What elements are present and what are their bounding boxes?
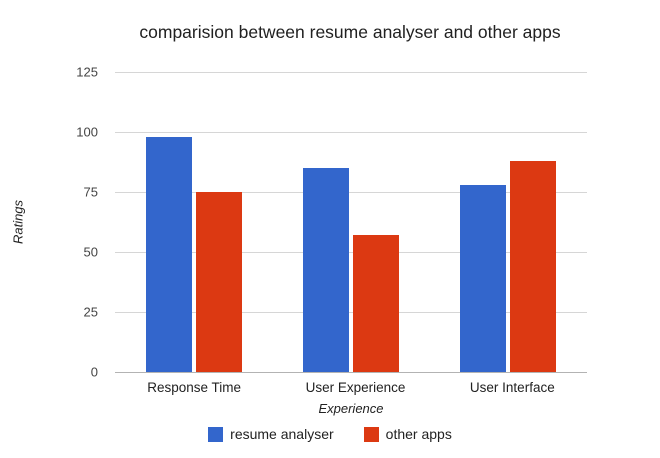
legend-item-resume-analyser: resume analyser bbox=[208, 426, 334, 442]
gridline bbox=[115, 252, 587, 253]
bar-other-apps bbox=[510, 160, 557, 372]
bar-group bbox=[302, 72, 399, 372]
gridlines bbox=[115, 72, 587, 373]
bar-other-apps bbox=[352, 235, 399, 372]
y-tick-label: 100 bbox=[76, 124, 98, 140]
bar-other-apps bbox=[195, 192, 242, 372]
y-tick-label: 50 bbox=[83, 244, 98, 260]
category-label: User Experience bbox=[305, 380, 406, 395]
legend: resume analyser other apps bbox=[0, 426, 660, 442]
y-axis-tick-labels: 0 25 50 75 100 125 bbox=[0, 65, 106, 380]
bar-group bbox=[460, 72, 557, 372]
legend-label-other-apps: other apps bbox=[385, 426, 452, 442]
bar-resume-analyser bbox=[145, 136, 192, 372]
gridline bbox=[115, 372, 587, 373]
plot-area bbox=[115, 72, 587, 373]
y-tick-label: 125 bbox=[76, 64, 98, 80]
y-tick-label: 25 bbox=[83, 304, 98, 320]
category-label: User Interface bbox=[469, 380, 555, 395]
legend-label-resume-analyser: resume analyser bbox=[230, 426, 334, 442]
gridline bbox=[115, 192, 587, 193]
gridline bbox=[115, 312, 587, 313]
chart-title: comparision between resume analyser and … bbox=[139, 22, 561, 42]
x-axis-category-labels: Response Time User Experience User Interfa… bbox=[115, 380, 587, 395]
bar-group bbox=[145, 72, 242, 372]
y-tick-label: 0 bbox=[90, 364, 98, 380]
category-label: Response Time bbox=[147, 380, 242, 395]
y-tick-label: 75 bbox=[83, 184, 98, 200]
x-axis-title: Experience bbox=[318, 401, 384, 416]
legend-swatch-other-apps bbox=[363, 426, 379, 442]
legend-swatch-resume-analyser bbox=[208, 426, 224, 442]
bar-resume-analyser bbox=[302, 168, 349, 372]
bar-groups bbox=[115, 72, 587, 372]
gridline bbox=[115, 72, 587, 73]
bar-resume-analyser bbox=[460, 184, 507, 372]
gridline bbox=[115, 132, 587, 133]
legend-item-other-apps: other apps bbox=[363, 426, 452, 442]
